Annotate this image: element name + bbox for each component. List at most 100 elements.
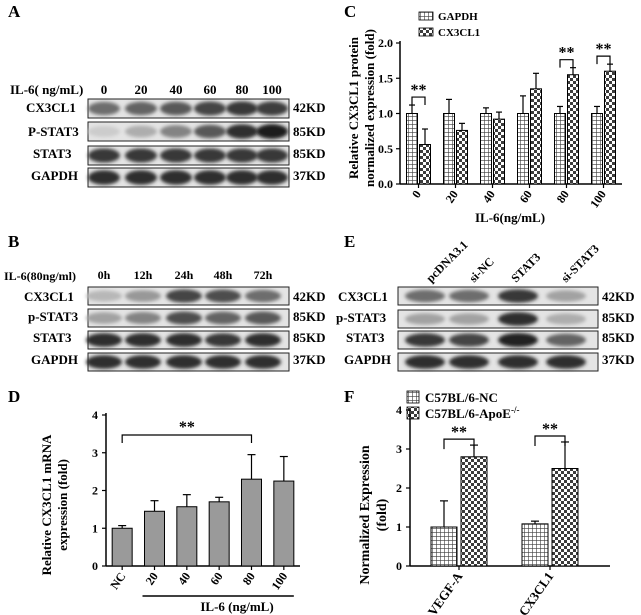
y-tick-label: 2.0 — [378, 36, 393, 50]
x-tick-label: 60 — [517, 188, 535, 206]
blot-band — [256, 170, 288, 185]
blot-b-bands — [86, 286, 290, 372]
blot-band — [226, 170, 258, 185]
legend-swatch-c57bl6-nc — [406, 390, 420, 404]
blot-band — [256, 124, 288, 139]
y-tick-label: 0 — [92, 559, 98, 573]
blot-a-lane-label: 80 — [236, 82, 249, 97]
chart-f-legend: C57BL/6-NC C57BL/6-ApoE-/- — [406, 390, 519, 421]
blot-b-row-size: 42KD — [293, 289, 326, 304]
blot-band — [405, 289, 445, 303]
significance-bracket — [534, 435, 566, 446]
blot-band — [449, 333, 489, 347]
blot-band — [86, 312, 122, 324]
blot-a-row-size: 42KD — [293, 100, 326, 115]
legend-label-c57bl6-apoe: C57BL/6-ApoE-/- — [425, 405, 519, 421]
blot-a-bands — [87, 98, 290, 188]
bar — [567, 74, 579, 185]
bar — [517, 113, 529, 185]
blot-band — [226, 101, 258, 116]
blot-band — [498, 289, 538, 303]
blot-a-row-size: 85KD — [293, 146, 326, 161]
bar — [430, 526, 458, 567]
bar — [554, 113, 566, 185]
blot-band — [546, 333, 586, 347]
chart-d-xlabel: IL-6 (ng/mL) — [200, 599, 273, 614]
y-tick-label: 1.0 — [378, 107, 393, 121]
significance-label: ** — [559, 45, 575, 62]
blot-b-row-label: p-STAT3 — [28, 309, 79, 324]
blot-b-lane-labels: 0h 12h 24h 48h 72h — [98, 268, 273, 282]
western-blot-panel-e: pcDNA3.1 si-NC STAT3 si-STAT3 CX3CL1 p-S… — [336, 238, 635, 372]
blot-band — [205, 355, 241, 369]
significance-label: ** — [542, 421, 558, 438]
panel-letter-b: B — [8, 232, 19, 251]
bar — [521, 523, 549, 567]
blot-band — [86, 333, 122, 347]
chart-c-marks: 0.0 0.5 1.0 1.5 2.0 0 20 40 60 80 100 ** ** ** — [378, 36, 622, 210]
panel-letter-d: D — [8, 387, 20, 406]
blot-a-lane-label: 0 — [101, 82, 108, 97]
blot-b-lane-label: 48h — [214, 268, 233, 282]
chart-d-ylabel-line: Relative CX3CL1 mRNA — [39, 434, 54, 575]
significance-bracket — [559, 59, 574, 68]
blot-band — [88, 148, 120, 163]
bar — [460, 456, 488, 567]
blot-band — [160, 101, 192, 116]
y-tick-label: 2 — [92, 484, 98, 498]
chart-c-protein-expression: Relative CX3CL1 protein normalized expre… — [346, 11, 622, 225]
blot-band — [166, 333, 202, 347]
blot-a-row-label: STAT3 — [33, 146, 72, 161]
blot-e-row-label: CX3CL1 — [338, 289, 388, 304]
blot-e-row-size: 85KD — [602, 330, 635, 345]
blot-band — [125, 101, 157, 116]
blot-band — [160, 125, 192, 138]
blot-band — [205, 333, 241, 347]
blot-e-row-size: 37KD — [602, 352, 635, 367]
blot-band — [166, 311, 202, 325]
chart-c-legend: GAPDH CX3CL1 — [418, 11, 480, 39]
bar — [493, 118, 505, 185]
blot-b-treatment-label: IL-6(80ng/ml) — [4, 269, 76, 283]
x-tick-label: 60 — [207, 570, 225, 588]
blot-band — [245, 311, 281, 325]
x-tick-label: 40 — [480, 188, 498, 206]
blot-b-row-size: 85KD — [293, 309, 326, 324]
blot-e-row-label: p-STAT3 — [336, 310, 387, 325]
blot-a-row-size: 37KD — [293, 168, 326, 183]
chart-c-xlabel: IL-6(ng/mL) — [475, 210, 545, 225]
blot-a-lane-labels: 0 20 40 60 80 100 — [101, 82, 282, 97]
chart-f-ylabel-line: (fold) — [375, 498, 390, 531]
blot-e-row-size: 42KD — [602, 289, 635, 304]
blot-band — [160, 170, 192, 185]
blot-band — [125, 311, 161, 325]
bar — [591, 113, 603, 185]
blot-band — [125, 333, 161, 347]
blot-band — [449, 355, 489, 369]
x-tick-label: 80 — [240, 570, 258, 588]
legend-label-c57bl6-nc: C57BL/6-NC — [425, 390, 498, 405]
blot-e-lane-label: si-STAT3 — [558, 242, 602, 286]
y-tick-label: 1 — [92, 521, 98, 535]
legend-label-c57bl6-apoe-text: C57BL/6-ApoE — [425, 406, 511, 421]
blot-a-treatment-label: IL-6( ng/mL) — [10, 82, 83, 97]
chart-f-marks: 0 1 2 3 4 VEGF-A CX3CL1 ** ** — [396, 403, 610, 615]
blot-band — [498, 333, 538, 347]
blot-band — [160, 148, 192, 163]
legend-label-cx3cl1: CX3CL1 — [438, 27, 480, 39]
bar — [604, 70, 616, 185]
blot-band — [405, 355, 445, 369]
blot-band — [166, 289, 202, 303]
blot-band — [194, 170, 226, 185]
y-tick-label: 1.5 — [378, 71, 393, 85]
bar — [144, 510, 165, 567]
blot-b-row-size: 37KD — [293, 352, 326, 367]
blot-band — [405, 333, 445, 347]
significance-bracket — [443, 438, 475, 450]
blot-band — [498, 355, 538, 369]
bar — [273, 480, 295, 567]
blot-b-row-label: GAPDH — [31, 352, 78, 367]
blot-e-lane-label: STAT3 — [508, 250, 543, 285]
blot-band — [449, 313, 489, 325]
blot-band — [194, 148, 226, 163]
